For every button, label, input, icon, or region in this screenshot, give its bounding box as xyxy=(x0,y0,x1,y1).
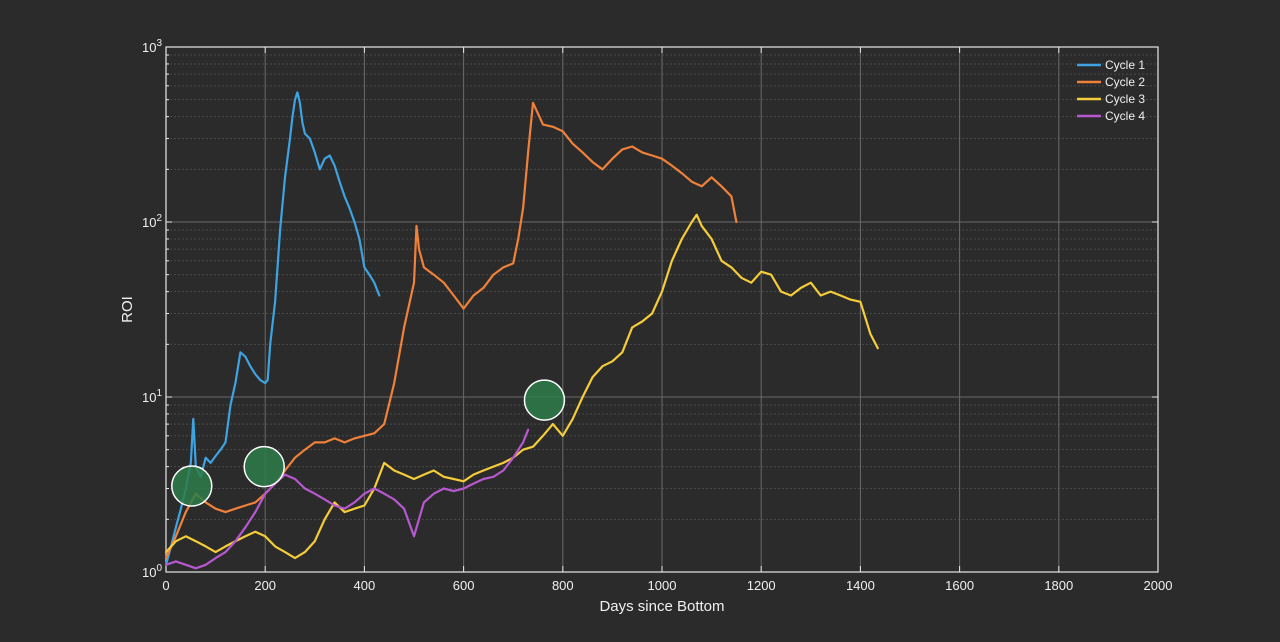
y-tick-label: 101 xyxy=(142,388,162,405)
grid xyxy=(165,46,1159,573)
marker-circle-2 xyxy=(243,445,285,488)
marker-circle-1 xyxy=(171,465,213,507)
y-tick-label: 103 xyxy=(142,38,162,55)
x-tick-label: 1000 xyxy=(648,578,677,593)
x-tick-label: 1600 xyxy=(945,578,974,593)
series-line-cycle-3 xyxy=(164,213,879,560)
y-tick-label: 102 xyxy=(142,213,162,230)
axes: 0 200 400 600 800 1000 1200 1400 1600 1800 2000 100… xyxy=(142,38,1172,593)
x-tick-label: 0 xyxy=(162,578,169,593)
marker-circle-3 xyxy=(523,379,566,421)
x-tick-label: 1200 xyxy=(747,578,776,593)
x-tick-label: 600 xyxy=(453,578,475,593)
x-tick-label: 1800 xyxy=(1044,578,1073,593)
legend-label: Cycle 2 xyxy=(1105,75,1145,89)
legend-label: Cycle 1 xyxy=(1105,58,1145,72)
annotations xyxy=(171,379,566,507)
legend-label: Cycle 4 xyxy=(1105,109,1145,123)
x-axis-label: Days since Bottom xyxy=(599,598,724,615)
legend-label: Cycle 3 xyxy=(1105,92,1145,106)
legend: Cycle 1 Cycle 2 Cycle 3 Cycle 4 xyxy=(1077,58,1145,123)
x-tick-label: 800 xyxy=(552,578,574,593)
x-tick-label: 2000 xyxy=(1144,578,1173,593)
x-tick-label: 1400 xyxy=(846,578,875,593)
y-tick-label: 100 xyxy=(142,563,162,580)
x-tick-label: 400 xyxy=(354,578,376,593)
series-lines xyxy=(164,91,879,570)
series-line-cycle-4 xyxy=(164,428,530,570)
x-tick-label: 200 xyxy=(254,578,276,593)
y-axis-label: ROI xyxy=(119,296,136,323)
